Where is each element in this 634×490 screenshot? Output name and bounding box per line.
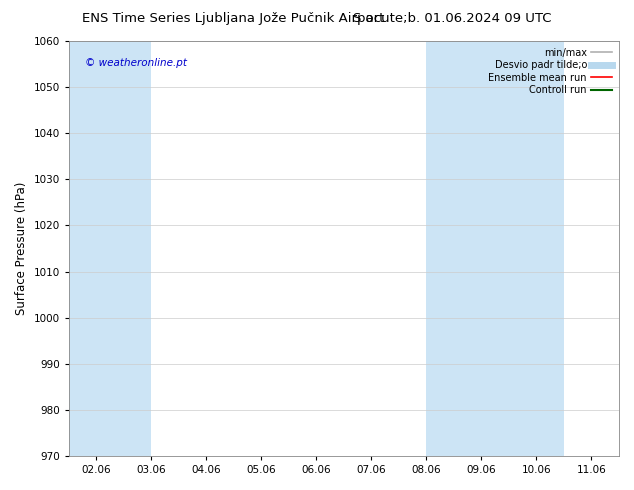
Legend: min/max, Desvio padr tilde;o, Ensemble mean run, Controll run: min/max, Desvio padr tilde;o, Ensemble m… bbox=[486, 46, 614, 97]
Y-axis label: Surface Pressure (hPa): Surface Pressure (hPa) bbox=[15, 182, 28, 315]
Bar bbox=[619, 41, 634, 456]
Text: S acute;b. 01.06.2024 09 UTC: S acute;b. 01.06.2024 09 UTC bbox=[353, 12, 552, 25]
Text: ENS Time Series Ljubljana Jože Pučnik Airport: ENS Time Series Ljubljana Jože Pučnik Ai… bbox=[82, 12, 385, 25]
Text: © weatheronline.pt: © weatheronline.pt bbox=[86, 58, 187, 68]
Bar bbox=[69, 41, 152, 456]
Bar bbox=[427, 41, 564, 456]
